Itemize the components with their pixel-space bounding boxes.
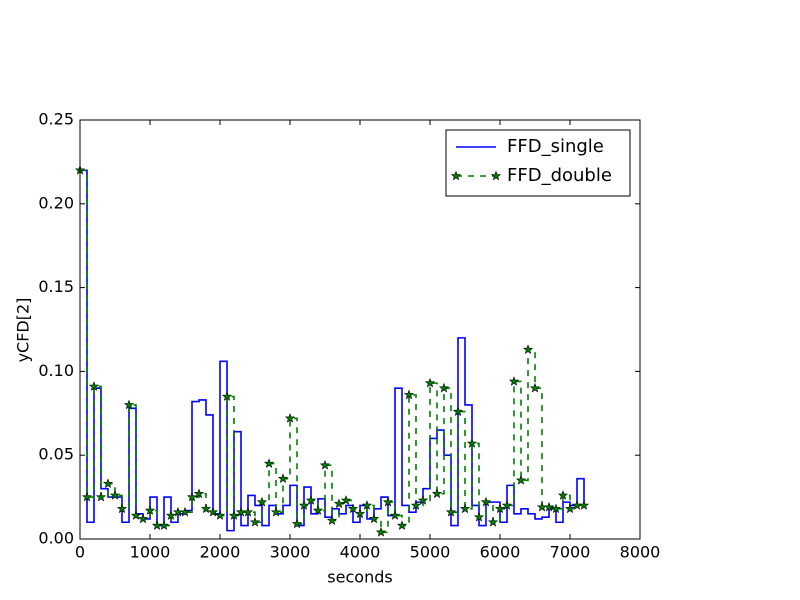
y-tick-label: 0.00 <box>38 529 74 548</box>
marker <box>333 498 345 509</box>
marker <box>354 508 366 519</box>
marker <box>256 496 268 507</box>
marker <box>375 526 387 537</box>
marker <box>431 488 443 499</box>
marker <box>137 513 149 524</box>
marker <box>186 491 198 502</box>
marker <box>396 520 408 530</box>
y-tick-label: 0.20 <box>38 193 74 212</box>
marker <box>501 500 513 510</box>
marker <box>445 506 457 517</box>
marker <box>158 520 170 530</box>
marker <box>81 491 93 502</box>
marker <box>193 488 205 499</box>
legend-box <box>445 129 631 197</box>
marker <box>438 382 450 393</box>
marker <box>347 503 359 514</box>
marker <box>403 389 415 400</box>
marker <box>102 478 114 489</box>
marker <box>88 381 100 391</box>
x-tick-label: 1000 <box>130 543 171 562</box>
x-tick-label: 3000 <box>270 543 311 562</box>
legend-marker <box>490 170 502 181</box>
marker <box>543 501 555 512</box>
marker <box>165 510 177 520</box>
x-tick-label: 0 <box>75 543 85 562</box>
marker <box>417 495 429 505</box>
marker <box>480 496 492 507</box>
marker <box>361 500 373 510</box>
marker <box>305 495 317 505</box>
marker <box>410 500 422 510</box>
marker <box>249 516 261 527</box>
y-tick-label: 0.05 <box>38 445 74 464</box>
marker <box>319 459 331 470</box>
marker <box>116 503 128 514</box>
y-tick-label: 0.25 <box>38 110 74 129</box>
x-tick-label: 2000 <box>200 543 241 562</box>
marker <box>312 505 324 515</box>
y-axis-label: yCFD[2] <box>14 298 33 363</box>
marker <box>207 506 219 517</box>
marker <box>494 503 506 514</box>
marker <box>508 376 520 386</box>
x-tick-label: 8000 <box>620 543 661 562</box>
legend-marker <box>450 170 462 181</box>
marker <box>228 510 240 520</box>
marker <box>389 510 401 520</box>
marker <box>284 412 296 423</box>
marker <box>564 503 576 514</box>
marker <box>522 344 534 354</box>
marker <box>459 503 471 514</box>
marker <box>452 406 464 416</box>
marker <box>242 506 254 517</box>
marker <box>550 503 562 514</box>
marker <box>130 510 142 520</box>
marker <box>179 506 191 517</box>
marker <box>221 391 233 401</box>
marker <box>473 511 485 522</box>
x-tick-label: 4000 <box>340 543 381 562</box>
marker <box>466 438 478 448</box>
marker <box>109 490 121 500</box>
marker <box>557 490 569 500</box>
marker <box>529 382 541 393</box>
marker <box>263 458 275 468</box>
marker <box>95 491 107 502</box>
marker <box>487 516 499 527</box>
marker <box>277 473 289 483</box>
marker <box>200 503 212 514</box>
marker <box>424 377 436 388</box>
y-tick-label: 0.15 <box>38 277 74 296</box>
y-tick-label: 0.10 <box>38 361 74 380</box>
marker <box>382 496 394 507</box>
x-axis-label: seconds <box>327 568 392 587</box>
marker <box>144 505 156 515</box>
marker <box>340 495 352 505</box>
marker <box>298 500 310 510</box>
legend-label: FFD_single <box>507 136 604 157</box>
marker <box>368 513 380 524</box>
marker <box>214 510 226 520</box>
marker <box>515 474 527 485</box>
marker <box>291 518 303 529</box>
marker <box>270 506 282 517</box>
marker <box>123 399 135 410</box>
x-tick-label: 6000 <box>480 543 521 562</box>
marker <box>578 500 590 510</box>
x-tick-label: 5000 <box>410 543 451 562</box>
marker <box>326 515 338 525</box>
x-tick-label: 7000 <box>550 543 591 562</box>
legend-label: FFD_double <box>507 165 612 186</box>
